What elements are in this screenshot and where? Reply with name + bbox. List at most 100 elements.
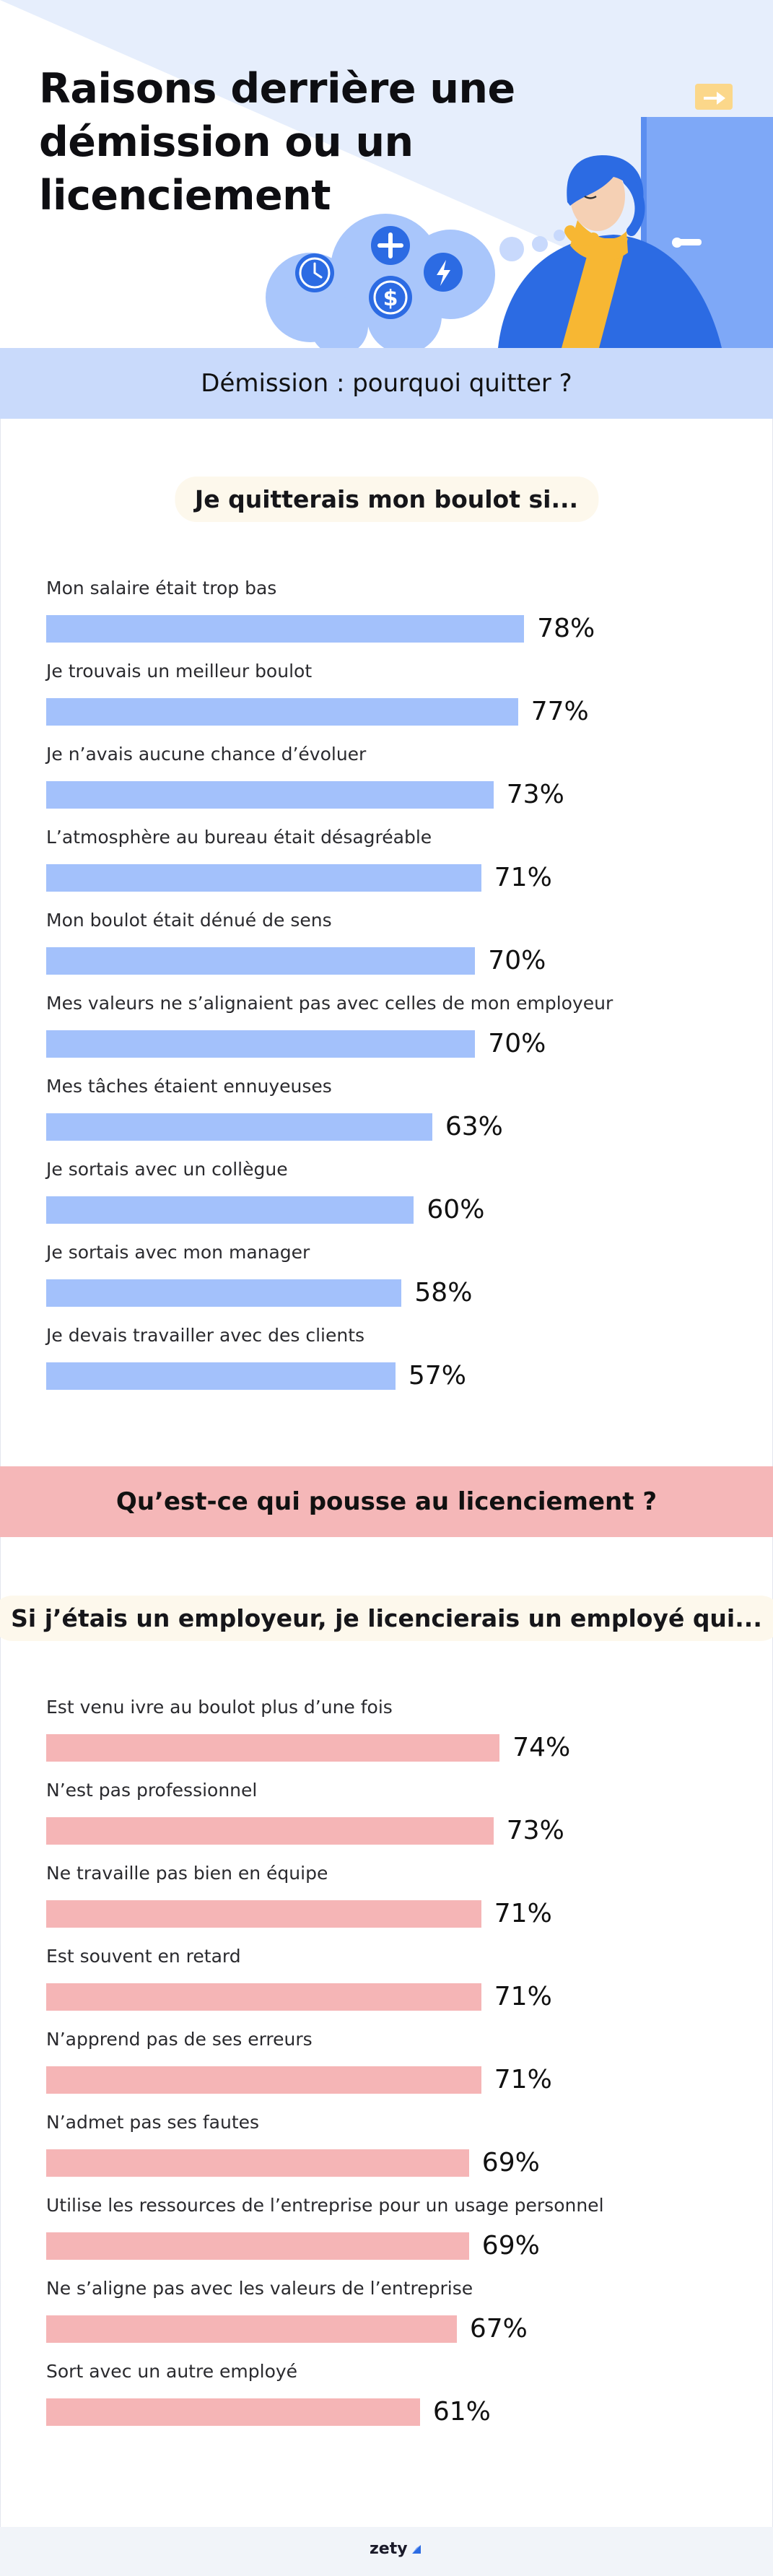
bar [46,947,476,975]
bar [46,1362,396,1390]
value-label: 69% [481,2231,540,2260]
bar [46,1734,500,1762]
footer: zety [0,2527,773,2576]
plus-icon [371,226,410,265]
bar [46,1983,481,2011]
bar [46,2232,469,2260]
dismissal-chart-row: Ne travaille pas bien en équipe 71% [0,1863,773,1946]
resignation-subtitle: Je quitterais mon boulot si... [174,477,599,522]
bar [46,2398,420,2426]
lightning-icon [424,253,463,292]
dismissal-chart-row: N’apprend pas de ses erreurs 71% [0,2029,773,2112]
category-label: L’atmosphère au bureau était désagréable [46,827,432,848]
category-label: Est venu ivre au boulot plus d’une fois [46,1697,393,1718]
person-hand [564,225,599,246]
person-eye [584,195,597,199]
resignation-chart-row: Je sortais avec un collègue 60% [0,1159,773,1242]
category-label: Mon boulot était dénué de sens [46,910,332,931]
category-label: Je trouvais un meilleur boulot [46,661,313,682]
bar [46,864,481,892]
category-label: Je sortais avec mon manager [46,1242,310,1263]
logo-mark-icon [411,2544,421,2554]
category-label: Je devais travailler avec des clients [46,1325,365,1346]
dismissal-chart-row: N’est pas professionnel 73% [0,1780,773,1863]
value-label: 73% [506,780,564,809]
bar [46,1113,432,1141]
value-label: 57% [408,1361,466,1391]
value-label: 78% [537,614,595,643]
bar [46,1279,402,1307]
resignation-chart-row: L’atmosphère au bureau était désagréable… [0,827,773,910]
resignation-section-header: Démission : pourquoi quitter ? [0,348,773,419]
value-label: 74% [512,1733,571,1762]
door-frame [641,117,647,348]
person-illustration [498,155,722,348]
exit-arrow-icon [704,92,725,105]
bar [46,698,518,726]
value-label: 70% [488,1029,546,1058]
resignation-bar-chart: Mon salaire était trop bas 78% Je trouvais… [0,578,773,1401]
value-label: 69% [481,2148,540,2177]
resignation-chart-row: Mon boulot était dénué de sens 70% [0,910,773,993]
bar [46,2315,457,2343]
value-label: 77% [530,697,589,726]
value-label: 71% [494,2065,552,2094]
bar [46,2066,481,2094]
clock-icon [295,253,334,292]
resignation-chart-row: Je n’avais aucune chance d’évoluer 73% [0,744,773,827]
bar [46,781,494,809]
value-label: 71% [494,863,552,892]
dismissal-chart-row: Est venu ivre au boulot plus d’une fois 7… [0,1697,773,1780]
dismissal-subtitle: Si j’étais un employeur, je licencierais… [0,1596,773,1641]
resignation-chart-row: Je sortais avec mon manager 58% [0,1242,773,1325]
person-hair [567,155,644,206]
resignation-chart-row: Je devais travailler avec des clients 57% [0,1325,773,1408]
person-beard [570,220,628,261]
category-label: Sort avec un autre employé [46,2361,298,2382]
category-label: Utilise les ressources de l’entreprise p… [46,2195,604,2216]
value-label: 58% [414,1278,473,1307]
category-label: N’admet pas ses fautes [46,2112,260,2133]
bar [46,1900,481,1928]
dismissal-chart-row: N’admet pas ses fautes 69% [0,2112,773,2195]
category-label: Ne s’aligne pas avec les valeurs de l’en… [46,2278,473,2299]
value-label: 71% [494,1982,552,2011]
brand-name: zety [370,2540,408,2558]
dismissal-chart-row: Utilise les ressources de l’entreprise p… [0,2195,773,2278]
dismissal-section-title: Qu’est-ce qui pousse au licenciement ? [115,1487,658,1516]
dollar-icon: $ [369,276,412,319]
value-label: 61% [432,2397,491,2427]
resignation-chart-row: Mes valeurs ne s’alignaient pas avec cel… [0,993,773,1076]
value-label: 70% [488,946,546,975]
dismissal-section-header: Qu’est-ce qui pousse au licenciement ? [0,1466,773,1537]
value-label: 67% [469,2314,528,2344]
dismissal-chart-row: Est souvent en retard 71% [0,1946,773,2029]
dismissal-chart-row: Ne s’aligne pas avec les valeurs de l’en… [0,2278,773,2361]
category-label: Ne travaille pas bien en équipe [46,1863,328,1884]
category-label: Mon salaire était trop bas [46,578,277,599]
value-label: 73% [506,1816,564,1845]
value-label: 60% [427,1195,485,1224]
door-handle [677,239,702,245]
dismissal-bar-chart: Est venu ivre au boulot plus d’une fois 7… [0,1697,773,2447]
category-label: Je n’avais aucune chance d’évoluer [46,744,367,765]
bar [46,1817,494,1845]
category-label: Mes valeurs ne s’alignaient pas avec cel… [46,993,613,1014]
page-title: Raisons derrière une démission ou un lic… [39,65,515,219]
bar [46,2149,469,2177]
category-label: N’est pas professionnel [46,1780,258,1801]
bar [46,615,525,643]
category-label: Mes tâches étaient ennuyeuses [46,1076,332,1097]
category-label: Est souvent en retard [46,1946,241,1967]
resignation-chart-row: Je trouvais un meilleur boulot 77% [0,661,773,744]
dismissal-chart-row: Sort avec un autre employé 61% [0,2361,773,2444]
resignation-chart-row: Mon salaire était trop bas 78% [0,578,773,661]
resignation-chart-row: Mes tâches étaient ennuyeuses 63% [0,1076,773,1159]
hero-illustration: $ [0,0,773,348]
category-label: Je sortais avec un collègue [46,1159,288,1180]
value-label: 63% [445,1112,503,1141]
category-label: N’apprend pas de ses erreurs [46,2029,313,2050]
resignation-section-title: Démission : pourquoi quitter ? [201,369,572,398]
zety-logo: zety [370,2540,422,2558]
bar [46,1030,476,1058]
